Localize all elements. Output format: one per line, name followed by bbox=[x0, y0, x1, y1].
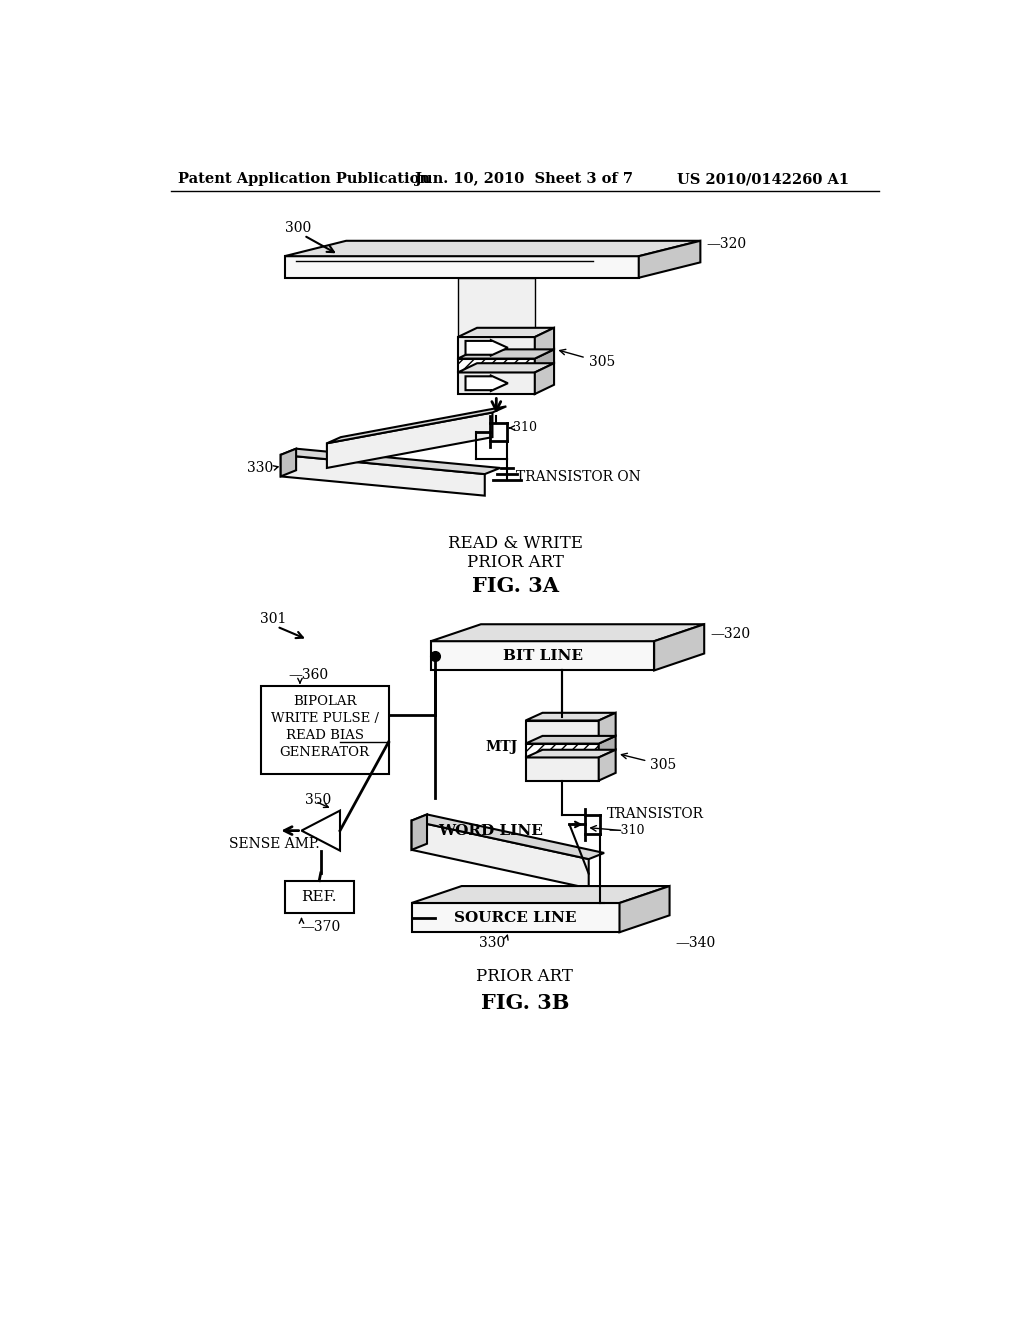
Text: PRIOR ART: PRIOR ART bbox=[467, 554, 564, 572]
Polygon shape bbox=[525, 721, 599, 743]
Polygon shape bbox=[458, 277, 535, 343]
Polygon shape bbox=[281, 455, 484, 496]
Polygon shape bbox=[285, 256, 639, 277]
Polygon shape bbox=[458, 337, 535, 359]
Text: PRIOR ART: PRIOR ART bbox=[476, 969, 573, 986]
Polygon shape bbox=[458, 359, 535, 372]
Bar bbox=[285, 880, 354, 913]
Polygon shape bbox=[535, 327, 554, 359]
Text: Jun. 10, 2010  Sheet 3 of 7: Jun. 10, 2010 Sheet 3 of 7 bbox=[416, 172, 634, 186]
Text: BIPOLAR
WRITE PULSE /
READ BIAS
GENERATOR: BIPOLAR WRITE PULSE / READ BIAS GENERATO… bbox=[270, 694, 379, 759]
Polygon shape bbox=[654, 624, 705, 671]
Text: 301: 301 bbox=[260, 612, 287, 626]
Polygon shape bbox=[458, 363, 554, 372]
Polygon shape bbox=[281, 449, 500, 474]
Polygon shape bbox=[525, 737, 615, 743]
Polygon shape bbox=[412, 903, 620, 932]
Polygon shape bbox=[458, 350, 554, 359]
Polygon shape bbox=[431, 642, 654, 671]
Text: 300: 300 bbox=[285, 220, 311, 235]
Text: —320: —320 bbox=[707, 236, 746, 251]
Text: BIT LINE: BIT LINE bbox=[503, 649, 583, 663]
Text: WORD LINE: WORD LINE bbox=[438, 825, 544, 838]
Polygon shape bbox=[525, 743, 599, 758]
Text: REF.: REF. bbox=[301, 890, 337, 904]
Text: FIG. 3A: FIG. 3A bbox=[472, 576, 559, 595]
Bar bbox=[261, 686, 388, 775]
Polygon shape bbox=[599, 713, 615, 743]
Text: —340: —340 bbox=[676, 936, 716, 950]
Text: 310: 310 bbox=[513, 421, 538, 434]
Text: TRANSISTOR: TRANSISTOR bbox=[606, 807, 703, 821]
Text: SOURCE LINE: SOURCE LINE bbox=[455, 911, 577, 924]
Polygon shape bbox=[466, 376, 508, 391]
Polygon shape bbox=[412, 886, 670, 903]
Polygon shape bbox=[525, 713, 615, 721]
Text: —310: —310 bbox=[608, 824, 644, 837]
Text: FIG. 3B: FIG. 3B bbox=[480, 993, 569, 1012]
Polygon shape bbox=[412, 821, 589, 888]
Polygon shape bbox=[525, 758, 599, 780]
Text: US 2010/0142260 A1: US 2010/0142260 A1 bbox=[677, 172, 849, 186]
Text: 350: 350 bbox=[305, 793, 332, 807]
Polygon shape bbox=[327, 407, 506, 444]
Text: —320: —320 bbox=[711, 627, 751, 642]
Polygon shape bbox=[285, 240, 700, 256]
Polygon shape bbox=[535, 350, 554, 372]
Polygon shape bbox=[327, 412, 493, 469]
Polygon shape bbox=[281, 449, 296, 477]
Text: MTJ: MTJ bbox=[485, 739, 518, 754]
Text: Patent Application Publication: Patent Application Publication bbox=[178, 172, 430, 186]
Polygon shape bbox=[599, 750, 615, 780]
Polygon shape bbox=[458, 327, 554, 337]
Polygon shape bbox=[525, 750, 615, 758]
Polygon shape bbox=[412, 814, 604, 859]
Polygon shape bbox=[458, 372, 535, 395]
Polygon shape bbox=[412, 814, 427, 850]
Polygon shape bbox=[466, 341, 508, 355]
Text: 305: 305 bbox=[622, 754, 677, 772]
Polygon shape bbox=[620, 886, 670, 932]
Text: TRANSISTOR ON: TRANSISTOR ON bbox=[516, 470, 641, 484]
Text: 330: 330 bbox=[247, 461, 273, 475]
Text: READ & WRITE: READ & WRITE bbox=[449, 535, 583, 552]
Polygon shape bbox=[639, 240, 700, 277]
Text: —360: —360 bbox=[289, 668, 329, 682]
Text: 330: 330 bbox=[479, 936, 506, 950]
Polygon shape bbox=[535, 363, 554, 395]
Text: SENSE AMP.: SENSE AMP. bbox=[229, 837, 319, 851]
Polygon shape bbox=[599, 737, 615, 758]
Polygon shape bbox=[431, 624, 705, 642]
Text: —370: —370 bbox=[300, 920, 340, 933]
Text: 305: 305 bbox=[560, 350, 615, 370]
